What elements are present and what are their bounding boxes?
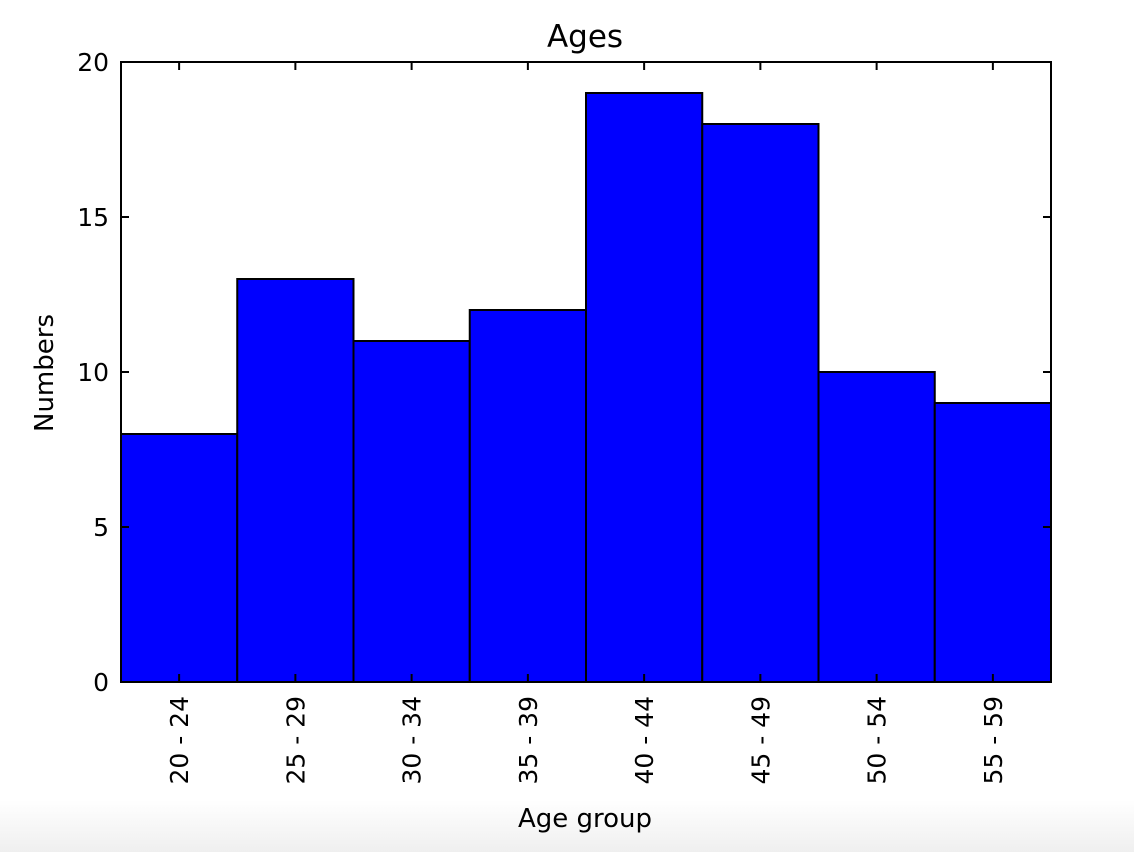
bar-40-44	[585, 92, 704, 683]
bars-layer	[120, 92, 1052, 683]
x-tick-label: 35 - 39	[514, 696, 543, 785]
x-tick-label: 30 - 34	[398, 696, 427, 785]
plot-frame	[120, 61, 1052, 683]
bar-35-39	[468, 309, 587, 683]
x-tick-label: 20 - 24	[165, 696, 194, 785]
y-tick-label: 5	[93, 513, 109, 542]
x-tick-label: 25 - 29	[281, 696, 310, 785]
x-tick-label: 45 - 49	[746, 696, 775, 785]
x-axis-label: Age group	[518, 804, 652, 834]
y-tick-label: 20	[77, 48, 109, 77]
bar-55-59	[933, 402, 1052, 683]
x-tick-label: 55 - 59	[979, 696, 1008, 785]
y-tick-label: 0	[93, 668, 109, 697]
bar-45-49	[701, 123, 820, 683]
bar-25-29	[236, 278, 355, 683]
x-tick-label: 40 - 44	[630, 696, 659, 785]
bar-30-34	[352, 340, 471, 683]
y-tick-label: 15	[77, 203, 109, 232]
x-tick-label: 50 - 54	[863, 696, 892, 785]
bar-20-24	[120, 433, 239, 683]
window-bottom-fade	[0, 800, 1134, 852]
bar-50-54	[817, 371, 936, 683]
y-tick-label: 10	[77, 358, 109, 387]
y-axis-label: Numbers	[30, 314, 60, 432]
ticks-layer: 0 5 10 15 20 20 - 24 25 - 29 30 - 34 35 - 39 40 -…	[77, 48, 1051, 785]
chart-title: Ages	[547, 19, 623, 55]
